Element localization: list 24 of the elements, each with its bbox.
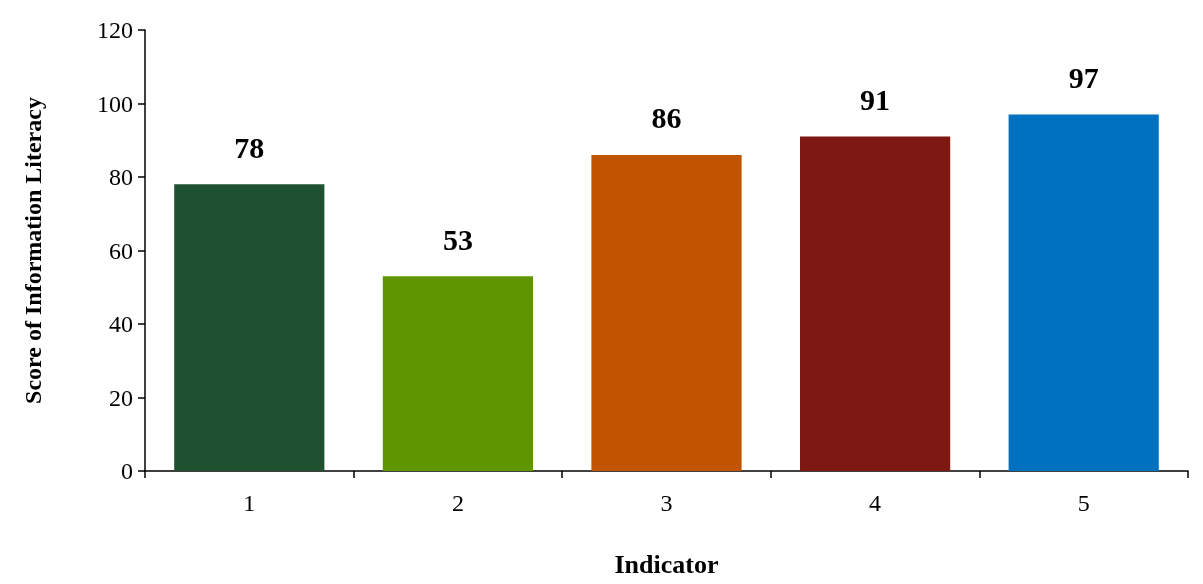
y-tick-label: 0: [121, 458, 133, 484]
data-label: 78: [234, 130, 265, 164]
x-tick-label: 2: [451, 490, 464, 516]
x-tick-label: 4: [869, 490, 882, 516]
data-label: 91: [860, 83, 891, 117]
x-tick-label: 5: [1077, 490, 1090, 516]
x-tick-label: 3: [660, 490, 673, 516]
bar: [174, 184, 325, 471]
x-axis-title: Indicator: [614, 549, 719, 579]
y-tick-label: 60: [109, 237, 133, 264]
y-tick-label: 40: [109, 311, 133, 337]
bar: [382, 276, 533, 471]
y-tick-label: 80: [109, 164, 133, 190]
data-label: 97: [1068, 61, 1099, 95]
x-tick-label: 1: [243, 490, 256, 516]
data-label: 86: [651, 101, 682, 135]
bar: [800, 136, 951, 471]
bar: [591, 154, 742, 471]
y-axis-title: Score of Information Literacy: [20, 97, 46, 404]
y-tick-label: 20: [109, 384, 133, 411]
y-tick-label: 100: [97, 90, 133, 117]
data-label: 53: [442, 222, 473, 256]
bar: [1008, 114, 1159, 471]
y-tick-label: 120: [97, 17, 133, 43]
